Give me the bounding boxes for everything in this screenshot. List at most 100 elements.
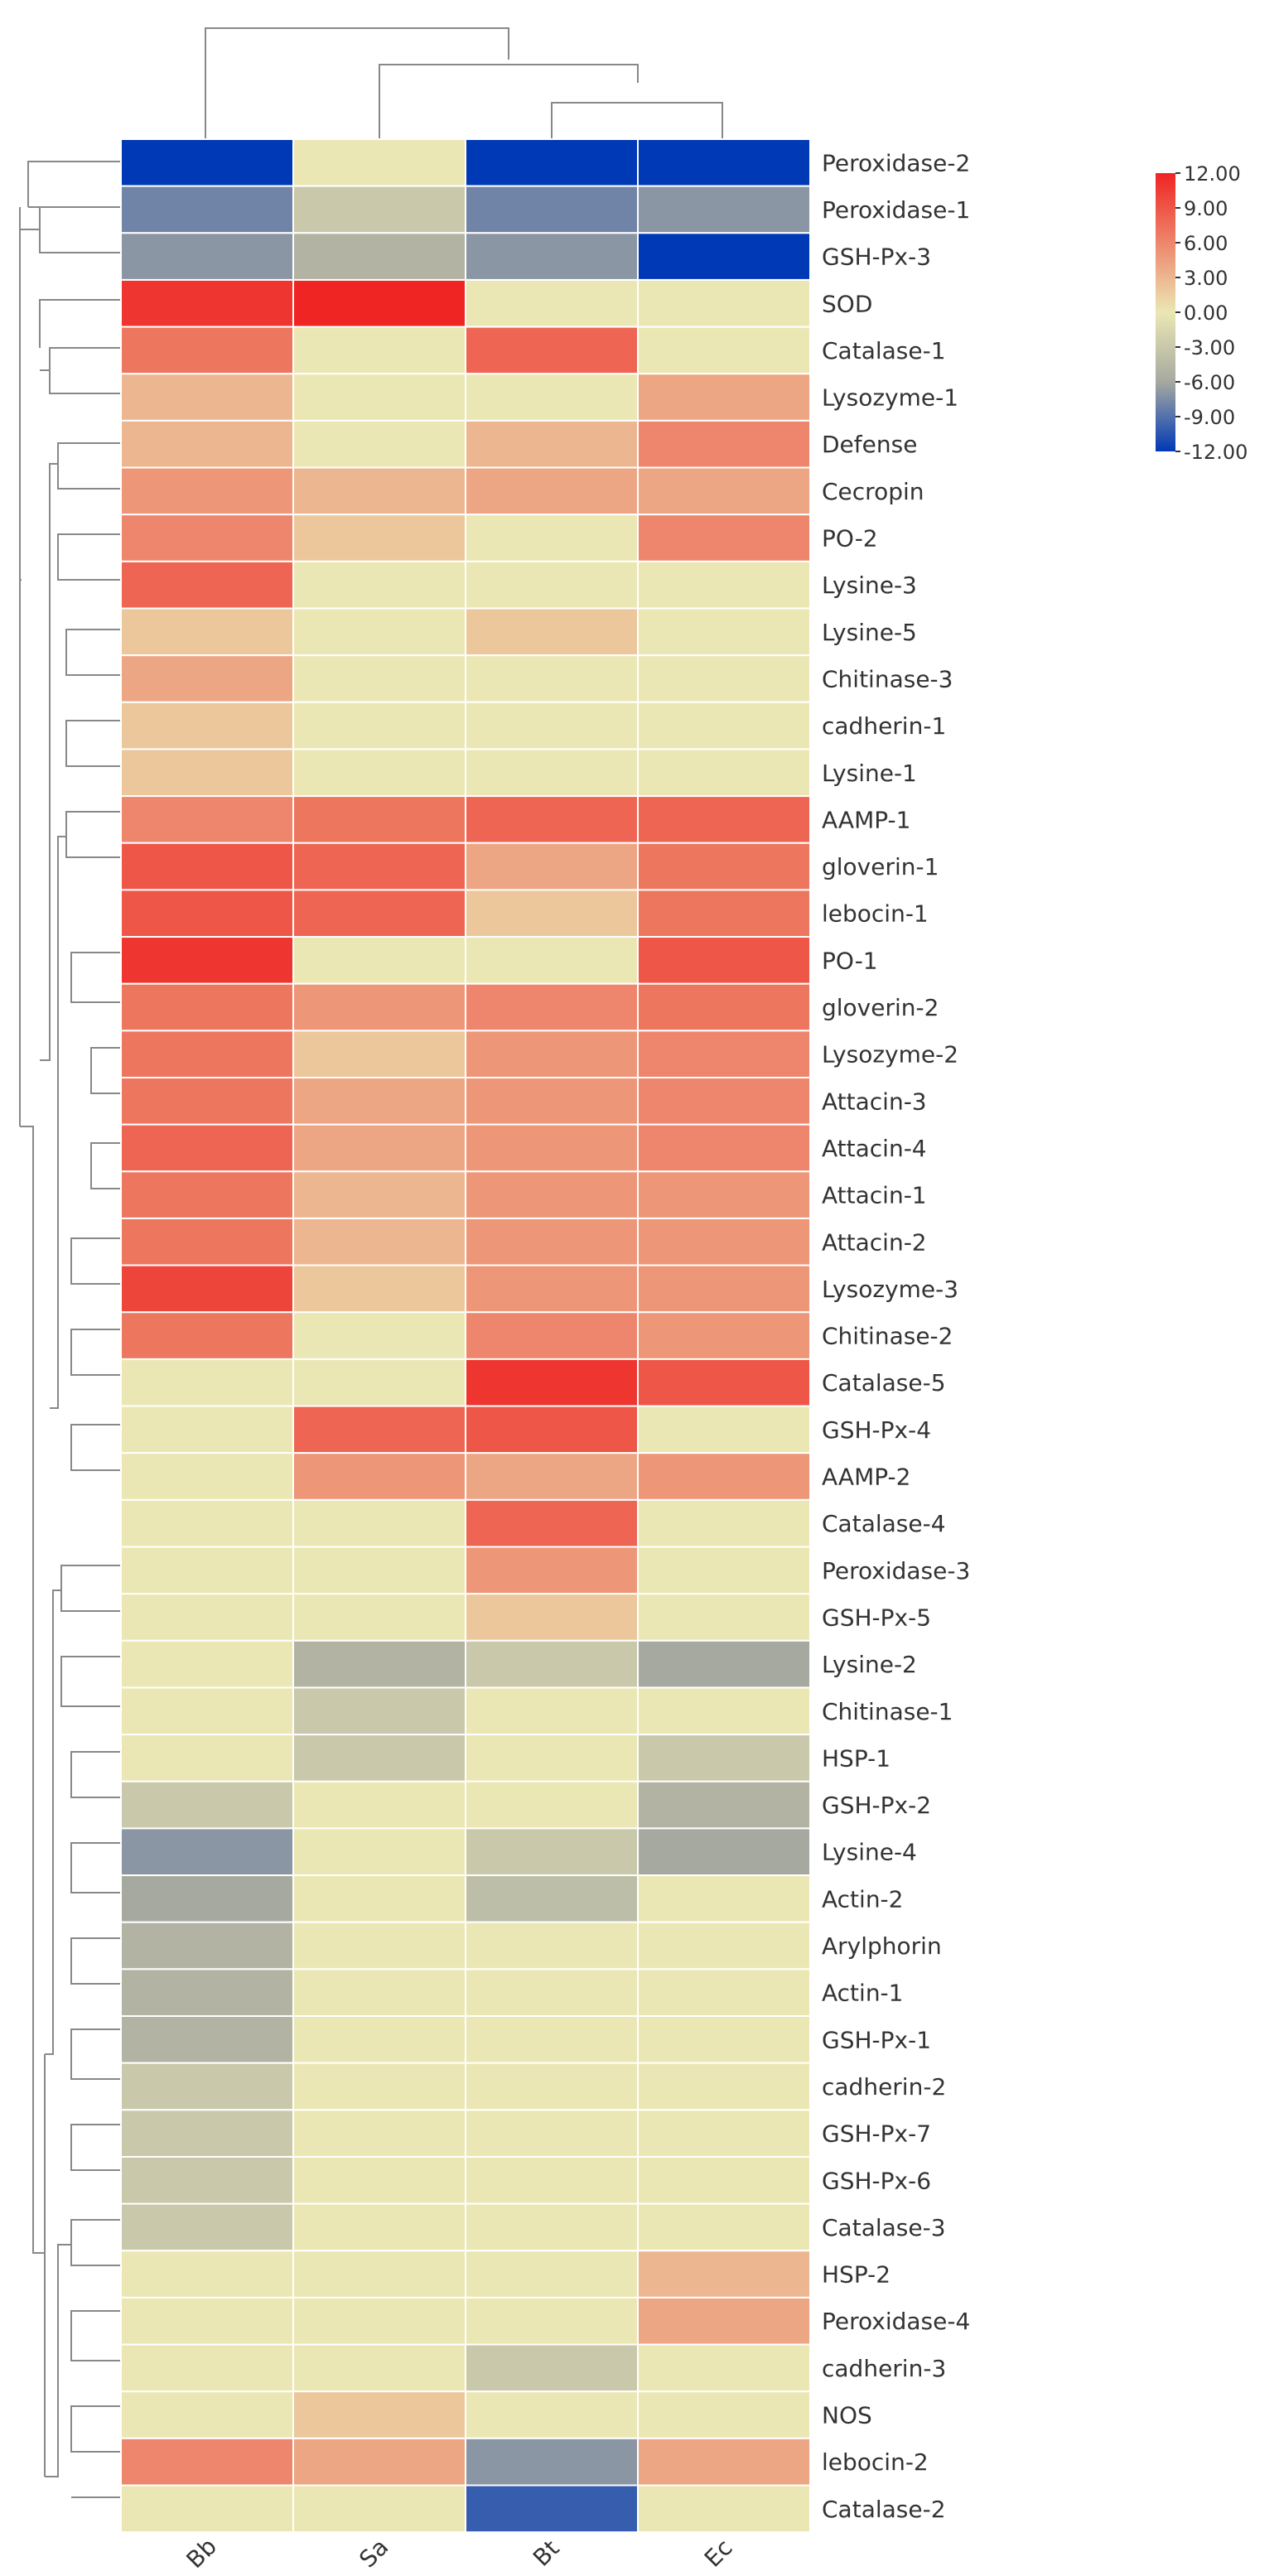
heatmap-cell: [465, 1780, 639, 1830]
heatmap-cell: [120, 2155, 294, 2205]
row-label: gloverin-2: [822, 994, 939, 1021]
heatmap-cell: [120, 842, 294, 891]
heatmap-cell: [292, 1405, 466, 1454]
heatmap-cell: [465, 1358, 639, 1407]
heatmap-cell: [120, 2062, 294, 2111]
heatmap-cell: [120, 748, 294, 798]
heatmap-cell: [637, 1358, 811, 1407]
heatmap-cell: [120, 1030, 294, 1078]
heatmap-cell: [292, 1593, 466, 1642]
heatmap-cell: [120, 1170, 294, 1219]
heatmap-cell: [637, 1593, 811, 1642]
heatmap-cell: [637, 2437, 811, 2487]
heatmap-cell: [292, 1030, 466, 1078]
heatmap-cell: [637, 936, 811, 985]
heatmap-cell: [292, 795, 466, 844]
heatmap-cell: [292, 419, 466, 469]
heatmap-cell: [120, 1358, 294, 1407]
heatmap-cell: [292, 1452, 466, 1501]
heatmap-cell: [465, 232, 639, 281]
heatmap-cell: [120, 1639, 294, 1689]
heatmap-cell: [465, 607, 639, 657]
heatmap-cell: [120, 1734, 294, 1782]
heatmap-cell: [120, 560, 294, 610]
row-label: Lysine-1: [822, 760, 917, 787]
heatmap-cell: [292, 232, 466, 281]
heatmap-cell: [120, 1780, 294, 1830]
heatmap-cell: [120, 2437, 294, 2487]
heatmap-cell: [465, 1874, 639, 1923]
heatmap-cell: [465, 1264, 639, 1314]
row-label: GSH-Px-2: [822, 1792, 931, 1819]
heatmap-cell: [637, 1217, 811, 1266]
heatmap-cell: [637, 419, 811, 469]
heatmap-cell: [637, 2015, 811, 2064]
heatmap-cell: [465, 2202, 639, 2252]
heatmap-cell: [637, 1780, 811, 1830]
column-labels: Bb Sa Bt Ec: [181, 2533, 738, 2574]
row-label: Attacin-2: [822, 1228, 927, 1256]
heatmap-cell: [637, 1077, 811, 1126]
row-label: gloverin-1: [822, 853, 939, 880]
row-label: GSH-Px-5: [822, 1604, 931, 1631]
row-label: Arylphorin: [822, 1932, 942, 1960]
heatmap-cell: [120, 1593, 294, 1642]
heatmap-cell: [120, 2296, 294, 2346]
heatmap-cell: [292, 2343, 466, 2393]
heatmap-cell: [292, 701, 466, 750]
heatmap-cell: [465, 2437, 639, 2487]
heatmap-cell: [465, 2296, 639, 2346]
row-label: Defense: [822, 431, 917, 458]
color-legend-ticks: 12.00 9.00 6.00 3.00 0.00 -3.00 -6.00 -9.00 -12.…: [1175, 162, 1248, 464]
row-label: Catalase-3: [822, 2214, 946, 2241]
legend-tick-label: 3.00: [1184, 267, 1228, 290]
heatmap-cell: [465, 1123, 639, 1173]
heatmap-cell: [637, 701, 811, 750]
heatmap-cell: [120, 1874, 294, 1923]
heatmap-cell: [465, 1405, 639, 1454]
row-label: cadherin-1: [822, 712, 946, 740]
heatmap-cell: [120, 1405, 294, 1454]
heatmap-cell: [465, 560, 639, 610]
row-label: Attacin-4: [822, 1135, 927, 1162]
row-label: PO-2: [822, 525, 878, 552]
heatmap-cell: [465, 701, 639, 750]
heatmap-cell: [120, 795, 294, 844]
heatmap-cell: [120, 2109, 294, 2158]
heatmap-cell: [292, 2109, 466, 2158]
legend-tick-label: 12.00: [1184, 162, 1241, 186]
heatmap-cell: [637, 138, 811, 187]
heatmap-cell: [120, 1921, 294, 1971]
heatmap-cell: [637, 842, 811, 891]
heatmap-cell: [637, 607, 811, 657]
row-label: GSH-Px-4: [822, 1416, 931, 1444]
heatmap-cell: [637, 1827, 811, 1877]
heatmap-cell: [637, 514, 811, 562]
heatmap-cell: [292, 278, 466, 328]
row-label: Peroxidase-4: [822, 2308, 970, 2335]
heatmap-cell: [292, 1077, 466, 1126]
heatmap-cell: [637, 1546, 811, 1595]
heatmap-cell: [637, 654, 811, 703]
heatmap-cell: [637, 2390, 811, 2439]
heatmap-cell: [292, 1264, 466, 1314]
heatmap-cell: [465, 326, 639, 375]
row-label: Attacin-1: [822, 1182, 927, 1209]
heatmap-cell: [292, 1827, 466, 1877]
heatmap-cell: [292, 982, 466, 1032]
heatmap-cell: [120, 1498, 294, 1548]
heatmap-cell: [292, 1968, 466, 2018]
row-label: Lysine-4: [822, 1839, 917, 1866]
heatmap-cell: [120, 514, 294, 562]
heatmap-cell: [292, 2484, 466, 2534]
heatmap-cell: [120, 889, 294, 938]
heatmap-cell: [637, 1405, 811, 1454]
row-label: Lysozyme-3: [822, 1276, 958, 1303]
heatmap-cell: [292, 1217, 466, 1266]
heatmap-cell: [465, 466, 639, 516]
row-label: Lysozyme-2: [822, 1041, 958, 1069]
heatmap-cell: [637, 560, 811, 610]
heatmap-cell: [292, 748, 466, 798]
heatmap-cell: [465, 1593, 639, 1642]
